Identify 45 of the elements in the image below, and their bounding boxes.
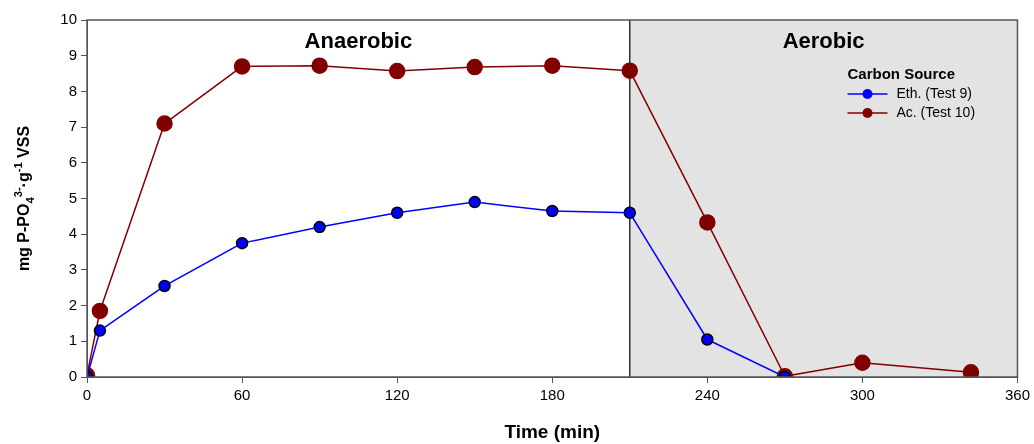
- point: [543, 57, 561, 74]
- point: [545, 204, 559, 218]
- point: [158, 279, 171, 293]
- legend-label: Ac. (Test 10): [896, 103, 976, 120]
- point: [466, 58, 483, 76]
- point: [233, 58, 251, 75]
- annotation: Anaerobic: [304, 28, 413, 54]
- y-tick-label: 8: [68, 81, 77, 99]
- y-tick-label: 9: [68, 45, 77, 63]
- x-tick-label: 300: [849, 386, 875, 404]
- point: [621, 62, 639, 79]
- point: [623, 206, 637, 220]
- point: [699, 214, 716, 231]
- y-tick-label: 1: [68, 331, 77, 349]
- y-tick-label: 4: [68, 224, 77, 242]
- y-tick-label: 5: [68, 188, 77, 206]
- point: [156, 115, 173, 132]
- band-label: Aerobic: [782, 28, 865, 54]
- y-axis-title: mg P-PO43-·g-1 VSS: [11, 125, 37, 272]
- y-tick-label: 10: [60, 10, 77, 28]
- point: [390, 206, 404, 220]
- y-tick-label: 6: [68, 152, 77, 170]
- x-tick-label: 240: [694, 386, 720, 404]
- legend-title: Carbon Source: [847, 65, 956, 83]
- point: [91, 302, 109, 320]
- y-tick-label: 0: [68, 367, 77, 385]
- y-tick-label: 3: [68, 260, 77, 278]
- x-tick-label: 360: [1004, 386, 1030, 404]
- point: [854, 354, 871, 371]
- x-tick-label: 180: [539, 386, 565, 404]
- point: [962, 364, 980, 377]
- point: [313, 220, 326, 234]
- point: [701, 333, 714, 346]
- y-tick-label: 7: [68, 117, 77, 135]
- legend-label: Eth. (Test 9): [896, 84, 972, 101]
- point: [235, 236, 249, 250]
- x-tick-label: 120: [384, 386, 410, 404]
- y-tick-label: 2: [68, 295, 77, 313]
- point: [468, 195, 481, 209]
- point: [311, 57, 328, 74]
- point: [93, 324, 107, 337]
- x-axis-title: Time (min): [504, 421, 601, 443]
- x-tick-label: 0: [82, 386, 92, 404]
- point: [388, 62, 406, 80]
- x-tick-label: 60: [233, 386, 251, 404]
